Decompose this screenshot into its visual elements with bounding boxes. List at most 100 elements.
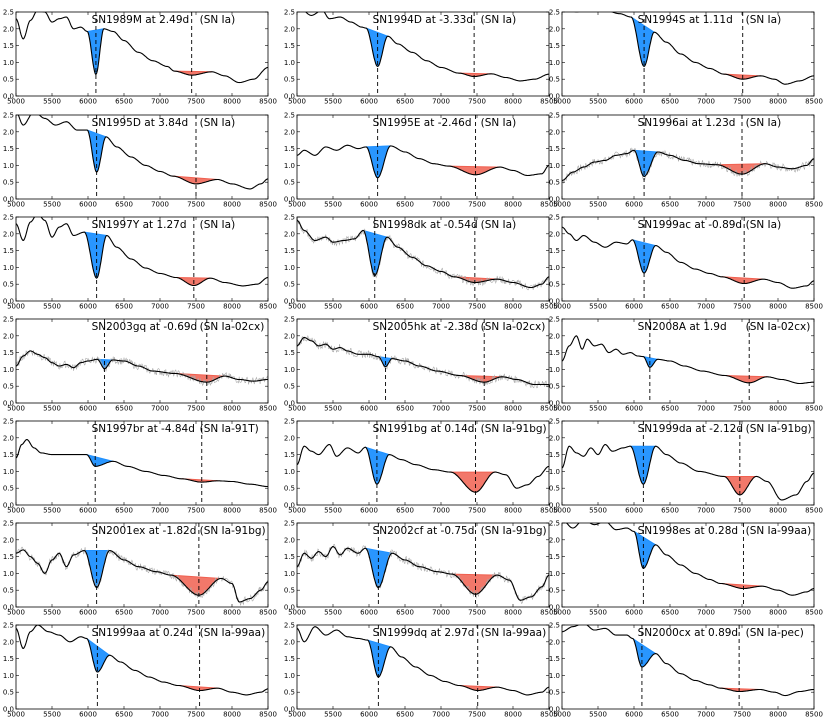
panel-title: SN1994S at 1.11d [638,14,733,26]
plot-frame [561,216,815,302]
y-tick-label: 1.0 [284,264,295,272]
y-tick-label: 0.0 [284,93,295,101]
panel-subtype: (SN Ia-91bg) [200,525,266,537]
y-tick-label: 2.0 [3,536,14,544]
si-absorption-fill [366,145,391,178]
y-tick-label: 0.0 [549,400,560,408]
x-tick-label: 8500 [805,609,823,617]
y-tick-label: 1.0 [549,468,560,476]
x-tick-label: 7000 [697,405,715,413]
y-tick-label: 2.5 [284,214,295,222]
x-tick-label: 7000 [432,405,450,413]
noisy-spectrum [16,546,268,606]
y-tick-label: 0.5 [3,383,14,391]
x-tick-label: 8000 [223,507,241,515]
y-tick-label: 2.5 [3,316,14,324]
x-tick-label: 6500 [661,507,679,515]
y-tick-label: 0.5 [284,485,295,493]
x-tick-label: 6500 [661,201,679,209]
spectrum-line [297,144,549,179]
y-tick-label: 0.0 [284,604,295,612]
y-tick-label: 2.0 [3,434,14,442]
y-tick-label: 2.0 [549,536,560,544]
x-tick-label: 5500 [324,405,342,413]
y-tick-label: 1.5 [549,655,560,663]
spectrum-panel: 5000 5500 6000 6500 7000 7500 8000 85000.00.51.… [549,622,823,719]
x-tick-label: 7500 [468,201,486,209]
x-tick-label: 8500 [540,609,558,617]
y-tick-label: 2.5 [284,316,295,324]
y-tick-label: 1.5 [3,349,14,357]
ca-absorption-fill [721,276,764,284]
y-tick-label: 1.5 [549,553,560,561]
x-tick-label: 6500 [396,405,414,413]
spectrum-panel: 5000 5500 6000 6500 7000 7500 8000 85000.00.51.… [549,316,823,413]
spectrum-panel: 5000 5500 6000 6500 7000 7500 8000 85000.00.51.… [549,418,823,515]
x-tick-label: 6500 [661,98,679,106]
y-tick-label: 0.0 [3,400,14,408]
x-tick-label: 7000 [151,405,169,413]
panel-subtype: (SN Ia-99aa) [746,525,812,537]
y-tick-label: 0.5 [284,281,295,289]
y-tick-label: 2.0 [284,638,295,646]
y-tick-label: 1.0 [3,366,14,374]
si-absorption-fill [84,550,110,588]
x-tick-label: 7500 [733,711,751,719]
x-tick-label: 8500 [540,303,558,311]
x-tick-label: 6500 [396,507,414,515]
spectrum-panel: 5000 5500 6000 6500 7000 7500 8000 85000.00.51.… [284,112,558,209]
x-tick-label: 5500 [589,711,607,719]
panel-title: SN1999aa at 0.24d [92,627,193,639]
pseudo-continuum [84,231,107,236]
ca-absorption-fill [172,176,218,184]
spectrum-line [574,12,814,85]
x-tick-label: 7500 [468,98,486,106]
y-tick-label: 2.0 [284,434,295,442]
y-tick-label: 0.5 [3,281,14,289]
y-tick-label: 2.0 [549,434,560,442]
pseudo-continuum [87,129,107,138]
spectrum-panel: 5000 5500 6000 6500 7000 7500 8000 85000.00.51.… [549,520,823,617]
x-tick-label: 8000 [769,507,787,515]
y-tick-label: 1.0 [549,366,560,374]
x-tick-label: 8000 [769,405,787,413]
y-tick-label: 0.5 [3,179,14,187]
pseudo-continuum [175,276,211,279]
y-tick-label: 2.5 [549,520,560,528]
panel-title: SN1989M at 2.49d [92,14,190,26]
panel-subtype: (SN Ia) [481,117,517,129]
y-tick-label: 1.0 [284,59,295,67]
x-tick-label: 8000 [769,711,787,719]
y-tick-label: 2.0 [3,25,14,33]
y-tick-label: 0.0 [3,196,14,204]
x-tick-label: 7000 [151,609,169,617]
x-tick-label: 5000 [7,201,25,209]
pseudo-continuum [633,530,656,546]
x-tick-label: 5500 [43,507,61,515]
x-tick-label: 8000 [223,303,241,311]
y-tick-label: 0.0 [3,298,14,306]
x-tick-label: 5000 [7,609,25,617]
panel-subtype: (SN Ia-02cx) [746,321,811,333]
x-tick-label: 8500 [540,507,558,515]
plot-frame [561,114,815,200]
y-tick-label: 0.5 [549,179,560,187]
x-tick-label: 5500 [324,507,342,515]
spectrum-line [297,443,549,493]
panel-title: SN1994D at -3.33d [373,14,473,26]
plot-frame [15,522,269,608]
pseudo-continuum [86,454,114,462]
y-tick-label: 1.0 [284,570,295,578]
x-tick-label: 5500 [43,303,61,311]
x-tick-label: 8500 [259,609,277,617]
x-tick-label: 7000 [151,711,169,719]
panel-subtype: (SN Ia) [200,219,236,231]
x-tick-label: 8500 [259,303,277,311]
x-tick-label: 8500 [805,201,823,209]
y-tick-label: 1.0 [3,59,14,67]
panel-subtype: (SN Ia-91bg) [746,423,812,435]
plot-frame [296,420,550,506]
x-tick-label: 5000 [288,303,306,311]
panel-subtype: (SN Ia-99aa) [481,627,547,639]
y-tick-label: 1.0 [3,570,14,578]
